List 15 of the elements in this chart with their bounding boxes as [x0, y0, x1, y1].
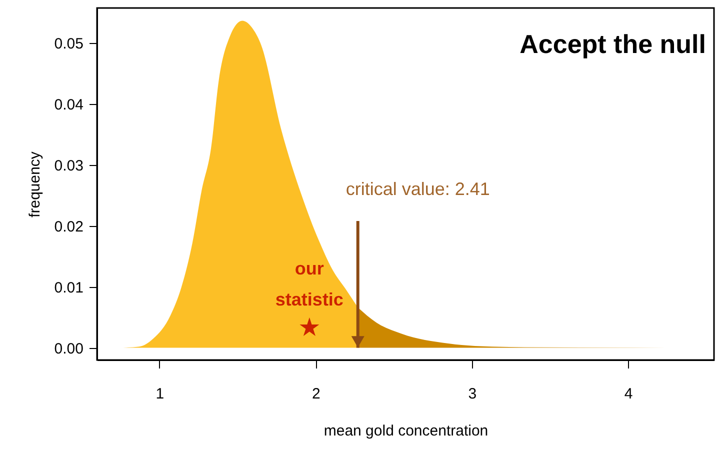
x-tick-label: 4	[624, 386, 633, 402]
annotation: critical value: 2.41	[346, 178, 490, 199]
y-tick-label: 0.01	[54, 279, 84, 296]
x-tick-label: 1	[156, 386, 164, 402]
text: Accept the null	[520, 29, 706, 59]
y-tick-label: 0.02	[54, 218, 84, 236]
y-tick-label: 0.03	[54, 157, 84, 174]
y-tick-label: 0.05	[54, 35, 84, 52]
y-axis-title: frequency	[26, 151, 44, 218]
y-tick-label: 0.04	[54, 96, 84, 114]
x-tick-label: 3	[468, 386, 477, 402]
x-axis-title: mean gold concentration	[324, 422, 488, 440]
y-tick-label: 0.00	[54, 340, 84, 358]
series-label: our statistic	[275, 258, 344, 310]
x-tick-label: 2	[312, 386, 320, 402]
